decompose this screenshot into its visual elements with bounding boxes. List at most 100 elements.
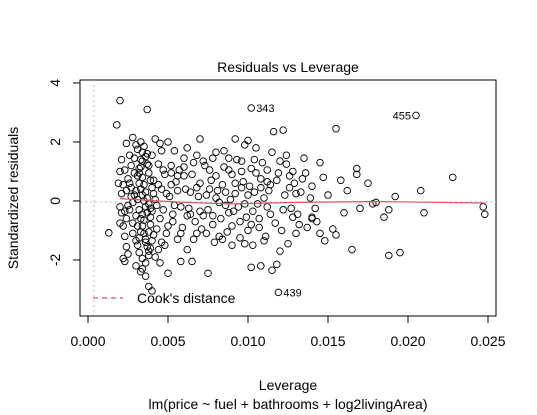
data-point <box>241 239 249 248</box>
data-points <box>105 96 489 297</box>
data-point <box>129 229 137 238</box>
data-point <box>385 251 393 260</box>
x-tick-label: 0.010 <box>230 333 265 349</box>
data-point <box>257 262 265 270</box>
data-point <box>228 222 236 230</box>
data-point <box>239 178 247 186</box>
data-point <box>215 198 223 207</box>
y-axis-label: Standardized residuals <box>5 127 21 269</box>
point-labels: 343 455 439 <box>256 103 411 299</box>
data-point <box>143 160 151 168</box>
data-point <box>173 186 182 195</box>
data-point <box>220 163 228 171</box>
data-point <box>308 214 316 223</box>
data-point <box>298 175 307 183</box>
data-point <box>231 179 239 187</box>
data-point <box>177 257 185 266</box>
data-point <box>295 220 303 229</box>
data-point <box>154 160 163 168</box>
legend-cooks-distance-label: Cook's distance <box>137 290 236 306</box>
data-point <box>287 204 295 213</box>
data-point <box>285 172 294 180</box>
data-point <box>141 259 150 267</box>
data-point <box>173 172 182 180</box>
x-axis: 0.000 0.005 0.010 0.015 0.020 0.025 <box>70 315 506 349</box>
x-axis-label: Leverage <box>259 377 318 393</box>
legend: Cook's distance <box>93 290 236 306</box>
data-point <box>279 126 287 134</box>
y-tick-label: 0 <box>47 197 63 205</box>
x-tick-label: 0.000 <box>70 333 105 349</box>
data-point <box>193 151 201 159</box>
data-point <box>225 166 233 174</box>
data-point <box>252 144 260 152</box>
data-point <box>183 245 191 254</box>
data-point <box>183 144 191 152</box>
data-point <box>122 214 131 223</box>
data-point <box>353 164 361 173</box>
data-point <box>420 208 428 217</box>
data-point <box>167 169 175 177</box>
x-tick-label: 0.020 <box>390 333 425 349</box>
data-point <box>132 141 140 149</box>
data-point <box>193 183 201 192</box>
data-point <box>231 135 239 143</box>
data-point <box>273 260 281 269</box>
data-point <box>247 263 255 272</box>
data-point <box>202 191 211 199</box>
data-point <box>223 228 231 236</box>
data-point <box>244 191 252 199</box>
data-point <box>396 248 404 257</box>
data-point <box>143 149 151 158</box>
data-point <box>180 172 188 180</box>
data-point <box>479 203 487 211</box>
data-point <box>196 135 204 143</box>
data-point <box>263 203 271 211</box>
data-point <box>257 175 265 183</box>
x-tick-label: 0.015 <box>310 333 345 349</box>
data-point <box>233 155 241 164</box>
data-point <box>162 229 171 238</box>
data-point <box>266 210 275 218</box>
data-point <box>121 207 129 216</box>
data-point <box>481 210 489 218</box>
data-point <box>146 204 155 213</box>
data-point <box>292 229 300 238</box>
data-point <box>218 235 227 244</box>
data-point <box>311 204 319 213</box>
data-point <box>180 154 188 162</box>
data-point <box>140 142 148 151</box>
data-point <box>127 183 135 192</box>
data-point <box>276 247 284 255</box>
data-point <box>258 158 267 167</box>
data-point <box>170 147 179 155</box>
data-point <box>228 241 236 249</box>
data-point <box>249 207 257 216</box>
data-point <box>133 222 142 230</box>
data-point <box>141 238 150 246</box>
data-point <box>210 238 219 246</box>
data-point <box>228 170 236 179</box>
data-point <box>137 155 145 164</box>
data-point <box>135 164 143 173</box>
data-point <box>385 206 393 214</box>
data-point <box>153 225 161 233</box>
data-point <box>281 191 289 199</box>
data-point <box>124 250 132 258</box>
data-point <box>303 223 311 232</box>
data-point <box>145 169 153 177</box>
data-point <box>218 180 227 189</box>
data-point <box>332 124 340 133</box>
data-point <box>412 111 420 120</box>
data-point <box>225 154 233 162</box>
data-point <box>121 232 129 241</box>
data-point <box>132 237 140 245</box>
data-point <box>209 220 217 229</box>
point-label: 439 <box>283 287 301 299</box>
data-point <box>125 179 134 187</box>
data-point <box>263 178 271 186</box>
data-point <box>205 166 214 174</box>
data-point <box>130 154 139 162</box>
smoother-line <box>119 198 485 205</box>
data-point <box>204 206 212 214</box>
